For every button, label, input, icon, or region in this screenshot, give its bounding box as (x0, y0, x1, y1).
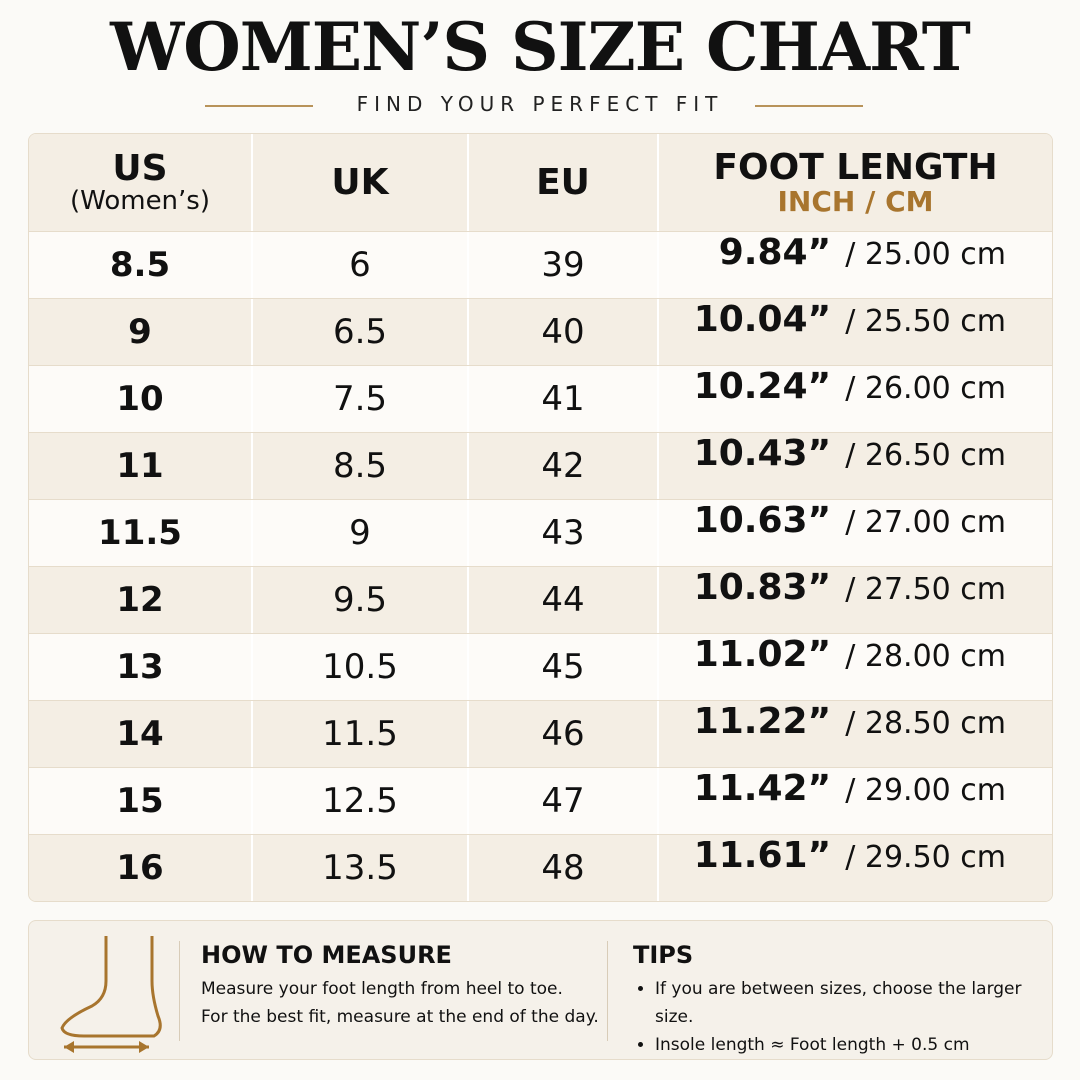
table-row: 8.5 6 39 9.84” / 25.00 cm (29, 231, 1052, 298)
table-row: 14 11.5 46 11.22” / 28.50 cm (29, 700, 1052, 767)
table-row: 13 10.5 45 11.02” / 28.00 cm (29, 633, 1052, 700)
tips: TIPS If you are between sizes, choose th… (633, 941, 1052, 1059)
column-subtitle: INCH / CM (777, 184, 934, 218)
table-row: 9 6.5 40 10.04” / 25.50 cm (29, 298, 1052, 365)
eu-size: 45 (469, 634, 659, 700)
header-cell: US (Women’s) (29, 134, 253, 231)
inch: 11.22” (693, 701, 832, 742)
us-size: 11.5 (29, 500, 253, 566)
inch: 10.83” (693, 567, 832, 608)
size-table: US (Women’s) UK EU FOOT LENGTH INCH / CM 8.5 6 3… (28, 133, 1053, 902)
divider (755, 105, 863, 107)
foot-length: 10.63” / 27.00 cm (659, 500, 1052, 566)
title: WOMEN’S SIZE CHART (110, 8, 971, 86)
uk-size: 9 (253, 500, 469, 566)
table-row: 10 7.5 41 10.24” / 26.00 cm (29, 365, 1052, 432)
inch: 9.84” (718, 232, 832, 273)
eu-size: 44 (469, 567, 659, 633)
table-row: 11 8.5 42 10.43” / 26.50 cm (29, 432, 1052, 499)
text: Measure your foot length from heel to to… (201, 979, 563, 999)
eu-size: 42 (469, 433, 659, 499)
inch: 10.24” (693, 366, 832, 407)
tip: Insole length ≈ Foot length + 0.5 cm (655, 1031, 1052, 1059)
eu-size: 41 (469, 366, 659, 432)
foot-length: 10.83” / 27.50 cm (659, 567, 1052, 633)
inch: 11.02” (693, 634, 832, 675)
how-to-measure: HOW TO MEASURE Measure your foot length … (201, 941, 599, 1031)
divider (205, 105, 313, 107)
header-cell: UK (253, 134, 469, 231)
uk-size: 11.5 (253, 701, 469, 767)
uk-size: 8.5 (253, 433, 469, 499)
us-size: 11 (29, 433, 253, 499)
tip: If you are between sizes, choose the lar… (655, 975, 1052, 1031)
info-panel: HOW TO MEASURE Measure your foot length … (28, 920, 1053, 1060)
cm: / 25.50 cm (845, 304, 1006, 339)
section-title: HOW TO MEASURE (201, 941, 452, 969)
table-row: 15 12.5 47 11.42” / 29.00 cm (29, 767, 1052, 834)
inch: 11.42” (693, 768, 832, 809)
us-size: 15 (29, 768, 253, 834)
us-size: 9 (29, 299, 253, 365)
cm: / 28.50 cm (845, 706, 1006, 741)
uk-size: 7.5 (253, 366, 469, 432)
foot-length: 10.43” / 26.50 cm (659, 433, 1052, 499)
uk-size: 6.5 (253, 299, 469, 365)
uk-size: 13.5 (253, 835, 469, 901)
uk-size: 12.5 (253, 768, 469, 834)
eu-size: 39 (469, 232, 659, 298)
uk-size: 6 (253, 232, 469, 298)
header-cell: FOOT LENGTH INCH / CM (659, 134, 1052, 231)
header-row: US (Women’s) UK EU FOOT LENGTH INCH / CM (29, 134, 1052, 231)
column-title: UK (331, 161, 389, 203)
cm: / 25.00 cm (845, 237, 1006, 272)
foot-length: 11.22” / 28.50 cm (659, 701, 1052, 767)
uk-size: 9.5 (253, 567, 469, 633)
cm: / 28.00 cm (845, 639, 1006, 674)
foot-length: 11.61” / 29.50 cm (659, 835, 1052, 901)
inch: 10.63” (693, 500, 832, 541)
foot-length: 11.02” / 28.00 cm (659, 634, 1052, 700)
cm: / 26.50 cm (845, 438, 1006, 473)
eu-size: 43 (469, 500, 659, 566)
us-size: 10 (29, 366, 253, 432)
us-size: 14 (29, 701, 253, 767)
separator (179, 941, 180, 1041)
subtitle: FIND YOUR PERFECT FIT (356, 92, 724, 116)
inch: 10.04” (693, 299, 832, 340)
us-size: 12 (29, 567, 253, 633)
column-title: US (112, 147, 168, 189)
foot-icon (60, 936, 162, 1053)
cm: / 29.00 cm (845, 773, 1006, 808)
table-row: 16 13.5 48 11.61” / 29.50 cm (29, 834, 1052, 901)
section-title: TIPS (633, 941, 694, 969)
foot-length: 10.04” / 25.50 cm (659, 299, 1052, 365)
table-row: 11.5 9 43 10.63” / 27.00 cm (29, 499, 1052, 566)
cm: / 26.00 cm (845, 371, 1006, 406)
separator (607, 941, 608, 1041)
cm: / 27.50 cm (845, 572, 1006, 607)
eu-size: 46 (469, 701, 659, 767)
header-cell: EU (469, 134, 659, 231)
us-size: 13 (29, 634, 253, 700)
inch: 11.61” (693, 835, 832, 876)
us-size: 16 (29, 835, 253, 901)
column-title: EU (536, 161, 590, 203)
foot-length: 11.42” / 29.00 cm (659, 768, 1052, 834)
us-size: 8.5 (29, 232, 253, 298)
column-title: FOOT LENGTH (713, 146, 998, 188)
foot-length: 10.24” / 26.00 cm (659, 366, 1052, 432)
table-row: 12 9.5 44 10.83” / 27.50 cm (29, 566, 1052, 633)
foot-length: 9.84” / 25.00 cm (659, 232, 1052, 298)
eu-size: 40 (469, 299, 659, 365)
uk-size: 10.5 (253, 634, 469, 700)
inch: 10.43” (693, 433, 832, 474)
eu-size: 48 (469, 835, 659, 901)
text: For the best fit, measure at the end of … (201, 1007, 599, 1027)
eu-size: 47 (469, 768, 659, 834)
cm: / 27.00 cm (845, 505, 1006, 540)
cm: / 29.50 cm (845, 840, 1006, 875)
column-subtitle: (Women’s) (70, 185, 210, 216)
